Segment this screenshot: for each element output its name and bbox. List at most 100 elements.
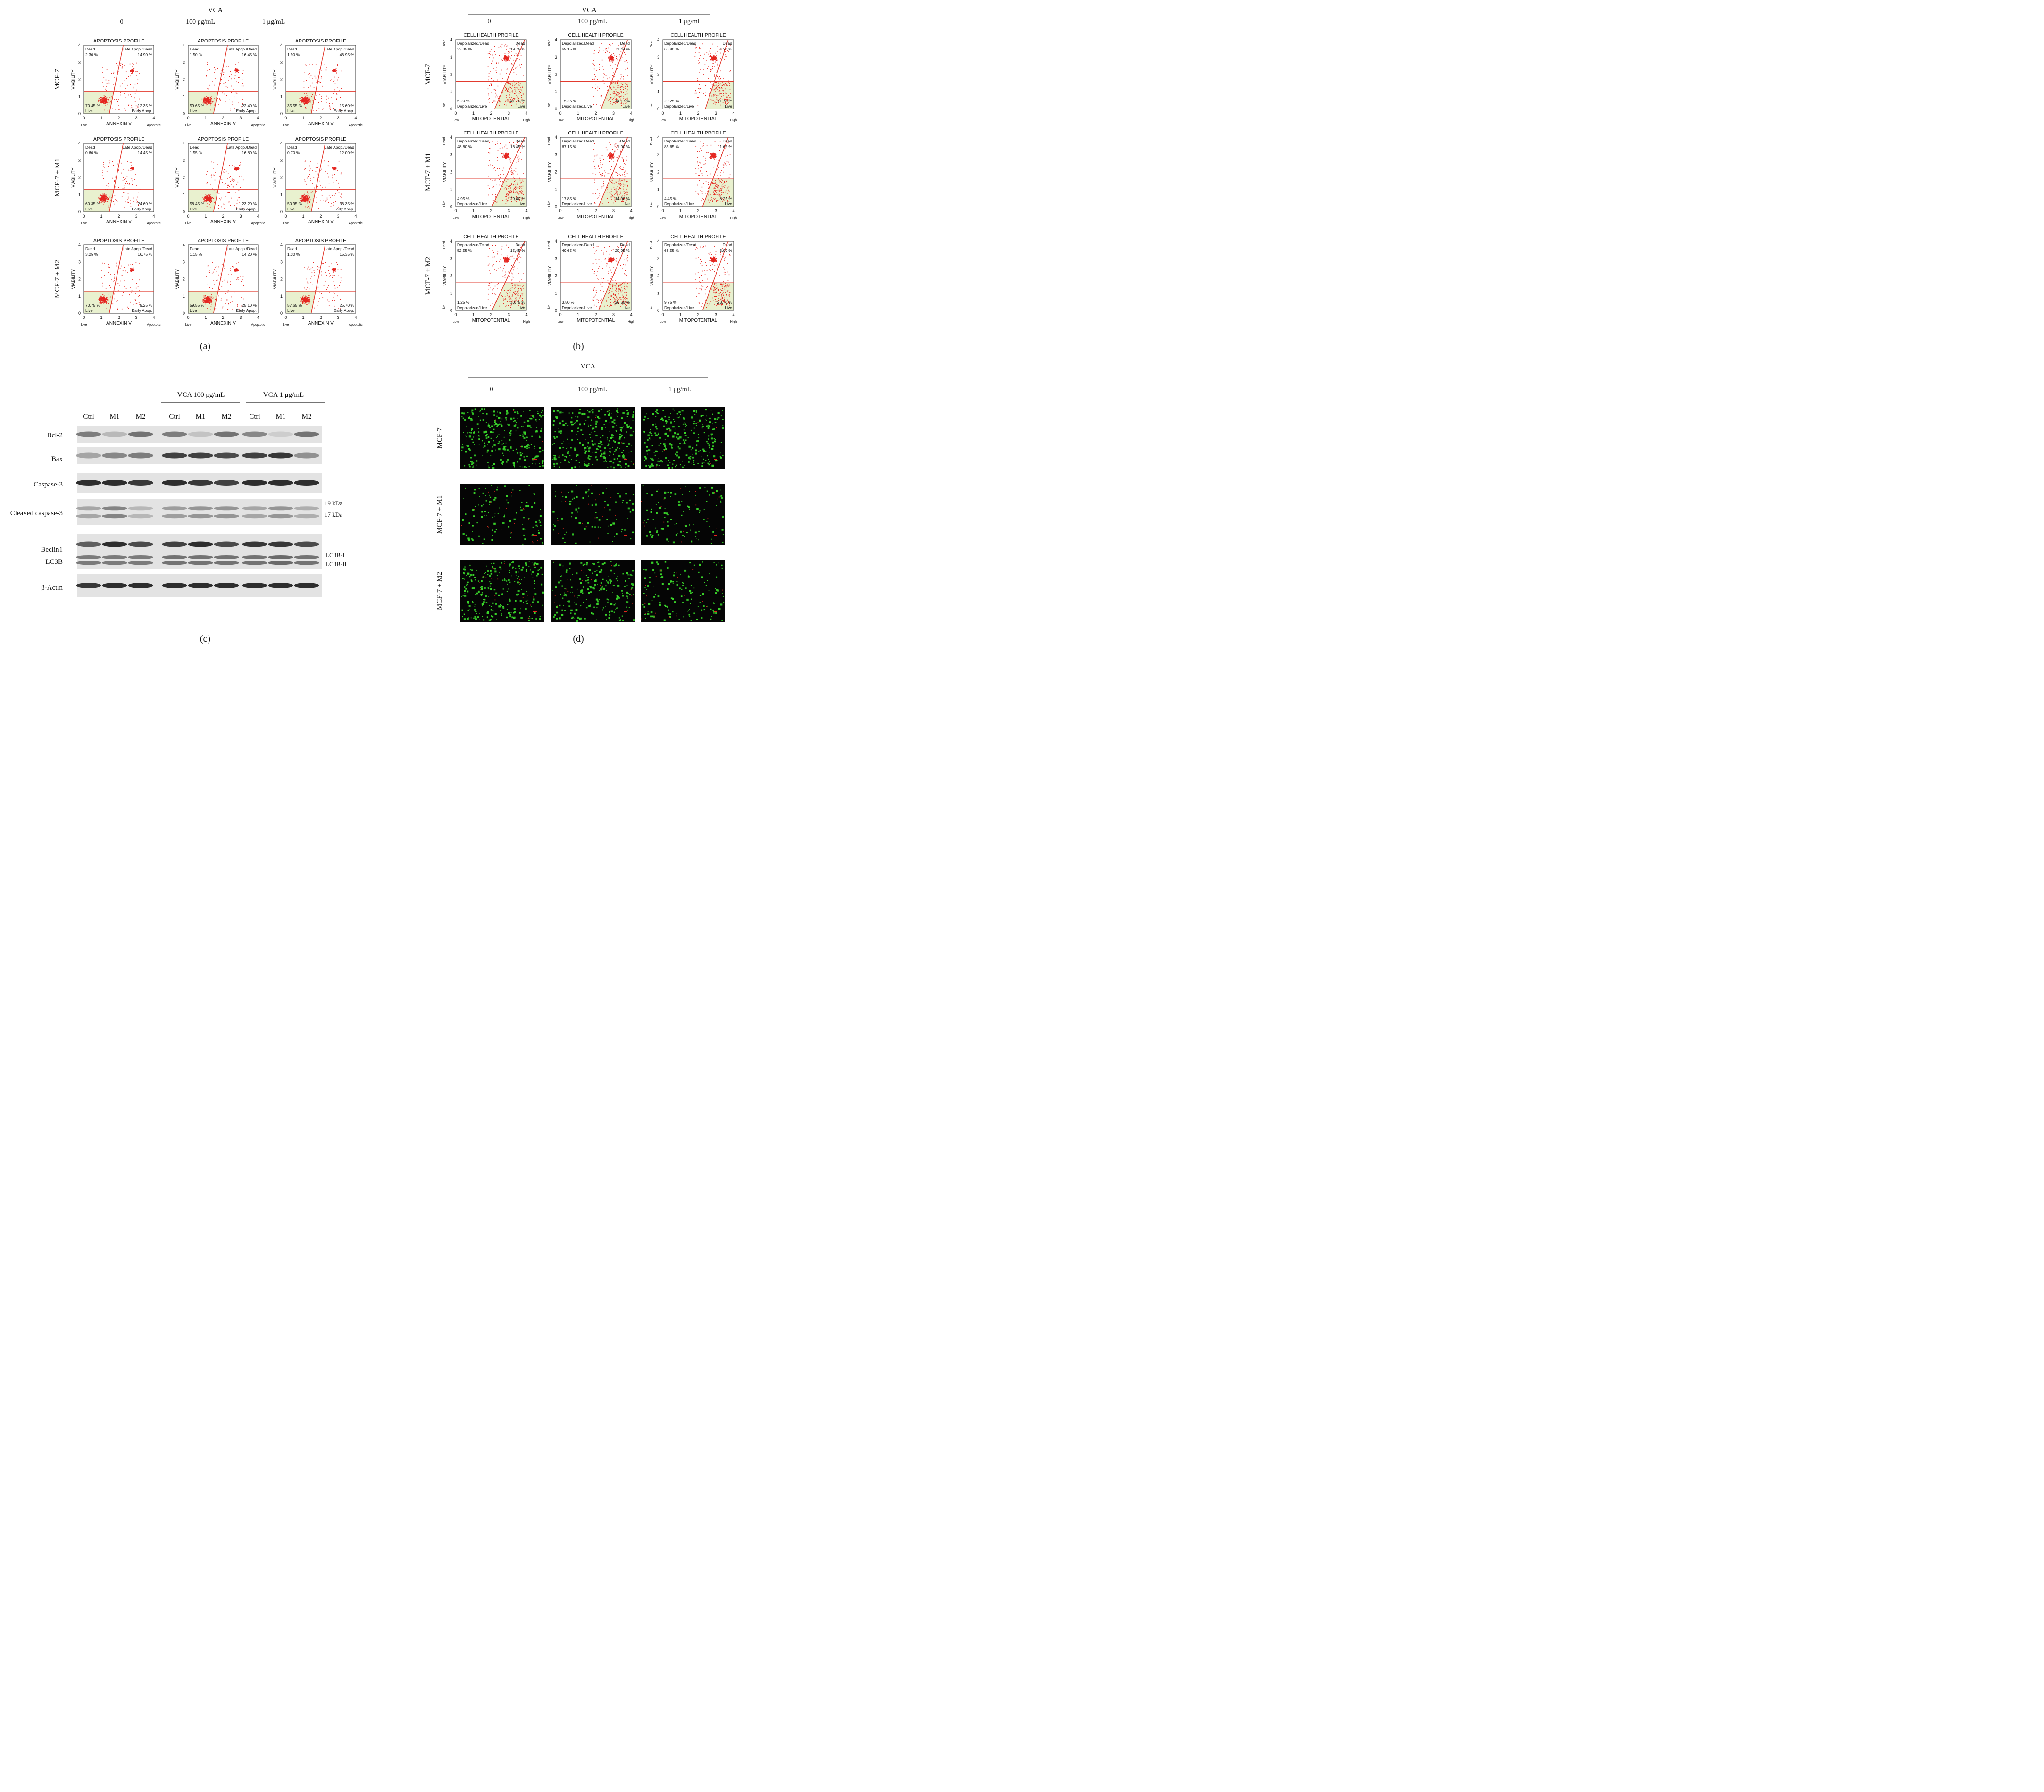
scatter-point <box>607 51 608 52</box>
plot-frame <box>455 39 527 109</box>
scatter-point <box>725 148 726 150</box>
scatter-point <box>592 87 593 88</box>
scatter-point <box>620 98 621 100</box>
scatter-point <box>713 55 715 56</box>
scatter-point <box>727 200 728 201</box>
scatter-point <box>305 201 306 202</box>
scatter-point <box>722 199 724 201</box>
scatter-point <box>336 72 337 74</box>
scatter-point <box>721 88 723 89</box>
x-tick-label: 4 <box>354 116 357 120</box>
scatter-point <box>133 70 134 71</box>
scatter-point <box>134 84 136 85</box>
scatter-point <box>717 46 718 47</box>
scatter-point <box>512 100 513 101</box>
scatter-point <box>705 160 706 161</box>
scatter-point <box>207 197 208 198</box>
scatter-point <box>100 198 101 199</box>
scatter-point <box>514 84 515 86</box>
scatter-point <box>610 152 611 153</box>
scatter-point <box>211 98 212 99</box>
scatter-point <box>717 76 718 77</box>
scatter-point <box>612 60 613 62</box>
scatter-point <box>602 66 603 67</box>
scatter-point <box>511 48 512 49</box>
scatter-point <box>205 100 206 101</box>
scatter-point <box>118 170 119 171</box>
scatter-point <box>130 71 131 72</box>
scatter-point <box>502 78 503 79</box>
scatter-point <box>507 155 508 156</box>
scatter-point <box>105 102 107 104</box>
scatter-point <box>308 193 309 194</box>
scatter-point <box>614 193 616 194</box>
scatter-point <box>221 197 222 199</box>
scatter-point <box>115 176 116 178</box>
scatter-point <box>715 183 716 184</box>
scatter-point <box>306 99 308 100</box>
x-tick-label: 4 <box>152 116 155 120</box>
scatter-point <box>332 70 333 71</box>
scatter-point <box>726 189 727 191</box>
scatter-point <box>214 175 215 176</box>
scatter-point <box>302 199 304 200</box>
scatter-point <box>236 69 237 70</box>
scatter-point <box>211 201 212 202</box>
scatter-point <box>698 168 699 170</box>
scatter-point <box>505 60 506 62</box>
scatter-point <box>231 179 233 181</box>
scatter-point <box>717 65 718 67</box>
scatter-point <box>518 82 520 83</box>
scatter-point <box>599 193 600 195</box>
y-tick-label: 2 <box>657 170 659 175</box>
plot-frame <box>662 137 734 207</box>
panel-b-vca-title: VCA <box>582 7 597 14</box>
scatter-point <box>714 141 716 142</box>
scatter-point <box>105 105 106 106</box>
x-tick-label: 3 <box>612 209 615 213</box>
scatter-point <box>594 203 596 204</box>
scatter-point <box>716 102 717 103</box>
scatter-point <box>206 174 207 175</box>
y-end-label: Dead <box>548 137 551 145</box>
scatter-point <box>626 181 628 182</box>
scatter-point <box>497 157 498 158</box>
quadrant-value: 17.85 % <box>562 196 577 201</box>
scatter-point <box>522 93 524 94</box>
scatter-point <box>717 95 719 96</box>
scatter-point <box>729 85 730 86</box>
scatter-point <box>207 182 208 183</box>
scatter-point <box>238 167 239 168</box>
scatter-point <box>706 152 707 153</box>
scatter-point <box>235 70 237 71</box>
scatter-point <box>615 189 617 191</box>
scatter-point <box>611 157 613 158</box>
scatter-point <box>100 101 101 102</box>
scatter-point <box>520 55 522 56</box>
scatter-point <box>236 207 237 208</box>
scatter-point <box>608 57 609 58</box>
scatter-point <box>610 58 612 59</box>
scatter-point <box>302 197 303 198</box>
scatter-point <box>123 177 124 178</box>
scatter-point <box>236 81 237 82</box>
scatter-point <box>612 155 613 156</box>
scatter-point <box>232 165 233 166</box>
scatter-point <box>617 82 618 83</box>
scatter-point <box>707 191 708 192</box>
scatter-point <box>603 73 605 74</box>
scatter-point <box>231 197 232 199</box>
scatter-point <box>219 198 220 199</box>
scatter-point <box>110 200 111 201</box>
scatter-point <box>704 163 706 164</box>
scatter-point <box>203 97 204 99</box>
scatter-point <box>224 184 225 185</box>
scatter-point <box>711 59 713 60</box>
scatter-point <box>112 177 113 179</box>
scatter-point <box>719 150 720 151</box>
scatter-point <box>132 73 133 74</box>
scatter-point <box>710 157 711 158</box>
scatter-point <box>104 200 105 201</box>
scatter-point <box>233 181 234 182</box>
scatter-point <box>717 51 718 52</box>
